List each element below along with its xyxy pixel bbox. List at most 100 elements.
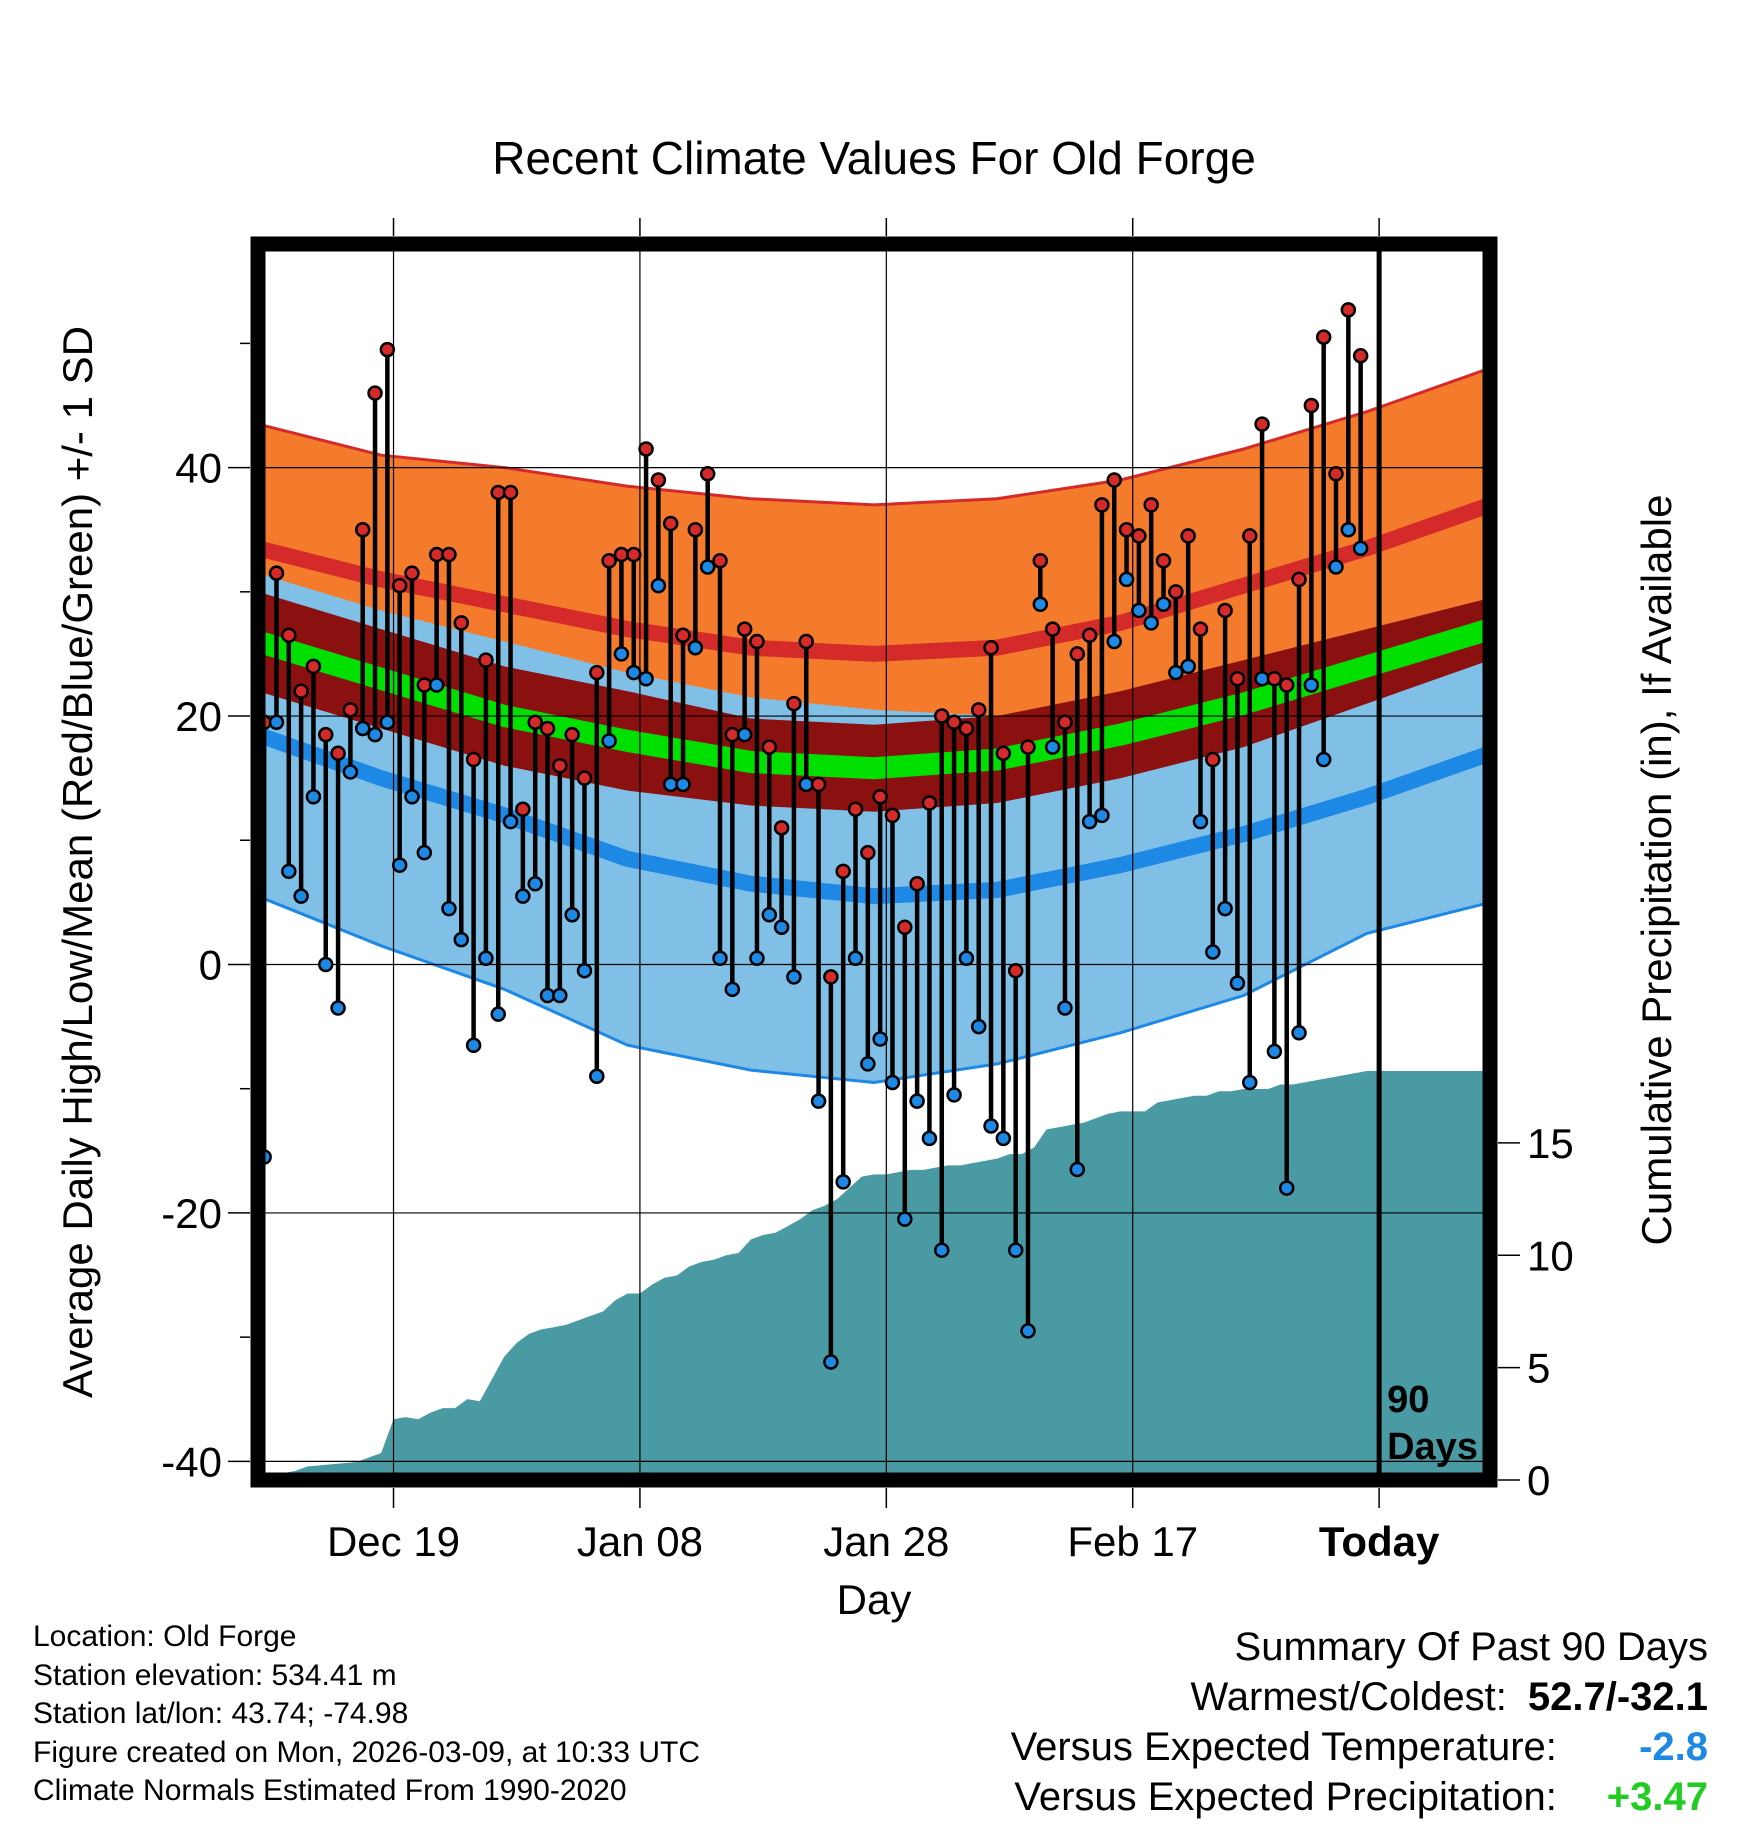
daily-low-point — [1069, 1161, 1086, 1178]
daily-low-point — [1266, 1043, 1283, 1060]
daily-low-point — [638, 671, 654, 687]
daily-high-point — [823, 969, 839, 985]
daily-low-point — [404, 789, 420, 805]
summary-heading: Summary Of Past 90 Days — [1234, 1625, 1708, 1669]
x-tick-label: Today — [1319, 1518, 1440, 1565]
daily-high-point — [1081, 627, 1098, 644]
daily-high-point — [983, 639, 999, 656]
daily-high-point — [1118, 521, 1135, 538]
daily-high-point — [675, 627, 691, 644]
daily-low-point — [379, 714, 396, 731]
daily-high-point — [835, 863, 851, 880]
daily-high-point — [662, 515, 679, 532]
daily-high-point — [1278, 677, 1295, 693]
daily-high-point — [810, 776, 827, 793]
warmest-coldest-label: Warmest/Coldest: — [1190, 1675, 1507, 1719]
daily-low-point — [921, 1130, 938, 1147]
daily-low-point — [490, 1006, 506, 1022]
normals-text: Climate Normals Estimated From 1990-2020 — [33, 1774, 627, 1807]
daily-low-point — [1007, 1242, 1024, 1258]
daily-low-point — [1352, 540, 1369, 557]
daily-high-point — [1106, 472, 1122, 488]
daily-low-point — [1291, 1025, 1307, 1041]
daily-low-point — [773, 919, 790, 935]
daily-high-point — [773, 820, 790, 836]
daily-low-point — [478, 950, 494, 967]
daily-high-point — [490, 484, 506, 501]
daily-low-point — [305, 789, 322, 805]
daily-high-point — [1328, 466, 1344, 482]
today-days-number: 90 — [1387, 1379, 1429, 1421]
daily-low-point — [712, 950, 728, 967]
daily-low-point — [1081, 813, 1098, 830]
daily-high-point — [847, 801, 864, 817]
daily-low-point — [268, 714, 285, 731]
daily-low-point — [342, 764, 359, 780]
daily-high-point — [527, 714, 543, 731]
daily-low-point — [1155, 596, 1172, 612]
daily-high-point — [1266, 671, 1283, 687]
daily-high-point — [1020, 739, 1036, 755]
daily-low-point — [1328, 559, 1344, 575]
daily-low-point — [1303, 677, 1320, 693]
daily-high-point — [589, 664, 605, 681]
daily-high-point — [515, 801, 531, 817]
daily-low-point — [835, 1174, 851, 1190]
daily-low-point — [675, 776, 691, 793]
daily-high-point — [367, 385, 383, 401]
daily-low-point — [724, 981, 741, 998]
daily-high-point — [1217, 602, 1233, 619]
daily-low-point — [564, 907, 580, 923]
daily-low-point — [995, 1130, 1012, 1147]
daily-high-point — [391, 577, 408, 594]
daily-low-point — [1032, 596, 1049, 612]
daily-high-point — [921, 795, 938, 811]
daily-low-point — [736, 726, 753, 743]
daily-high-point — [934, 708, 950, 724]
daily-low-point — [897, 1211, 913, 1227]
daily-low-point — [1143, 615, 1159, 631]
daily-high-point — [724, 726, 741, 743]
high-normal-line — [258, 497, 1490, 662]
daily-high-point — [601, 553, 617, 569]
daily-high-point — [293, 683, 309, 699]
daily-low-point — [576, 962, 593, 979]
daily-high-point — [712, 553, 728, 569]
y-tick-label: -20 — [161, 1190, 222, 1237]
daily-high-point — [281, 627, 297, 644]
daily-high-point — [576, 770, 593, 786]
plot-area — [258, 244, 1490, 1480]
daily-low-point — [847, 950, 864, 967]
y2-tick-label: 10 — [1527, 1232, 1574, 1279]
station-info: Location: Old Forge Station elevation: 5… — [33, 1618, 700, 1811]
daily-high-point — [416, 677, 433, 693]
daily-high-point — [404, 565, 420, 581]
daily-high-point — [1044, 621, 1061, 637]
created-text: Figure created on Mon, 2026-03-09, at 10… — [33, 1735, 701, 1769]
daily-low-point — [539, 987, 556, 1004]
y2-axis-label: Cumulative Precipitation (in), If Availa… — [1633, 495, 1680, 1246]
daily-low-point — [798, 776, 814, 793]
daily-high-point — [1094, 497, 1110, 513]
high-upper-sd-line — [258, 366, 1490, 507]
daily-high-point — [786, 695, 802, 712]
daily-high-point — [453, 615, 470, 631]
daily-low-point — [699, 559, 716, 575]
y2-tick-label: 5 — [1527, 1345, 1550, 1392]
daily-high-point — [564, 726, 580, 743]
daily-high-point — [638, 441, 654, 457]
daily-high-point — [995, 745, 1012, 762]
daily-low-point — [1106, 633, 1122, 650]
daily-low-point — [1057, 1000, 1073, 1016]
y2-tick-label: 0 — [1527, 1457, 1550, 1504]
daily-high-point — [1340, 302, 1357, 318]
chart-title: Recent Climate Values For Old Forge — [492, 132, 1256, 184]
daily-high-point — [946, 714, 962, 731]
daily-low-point — [293, 888, 309, 904]
daily-low-point — [1168, 664, 1184, 681]
daily-high-point — [465, 751, 482, 768]
x-tick-label: Jan 08 — [577, 1518, 703, 1565]
daily-high-point — [798, 633, 814, 650]
daily-low-point — [810, 1093, 827, 1109]
daily-high-point — [441, 546, 457, 563]
